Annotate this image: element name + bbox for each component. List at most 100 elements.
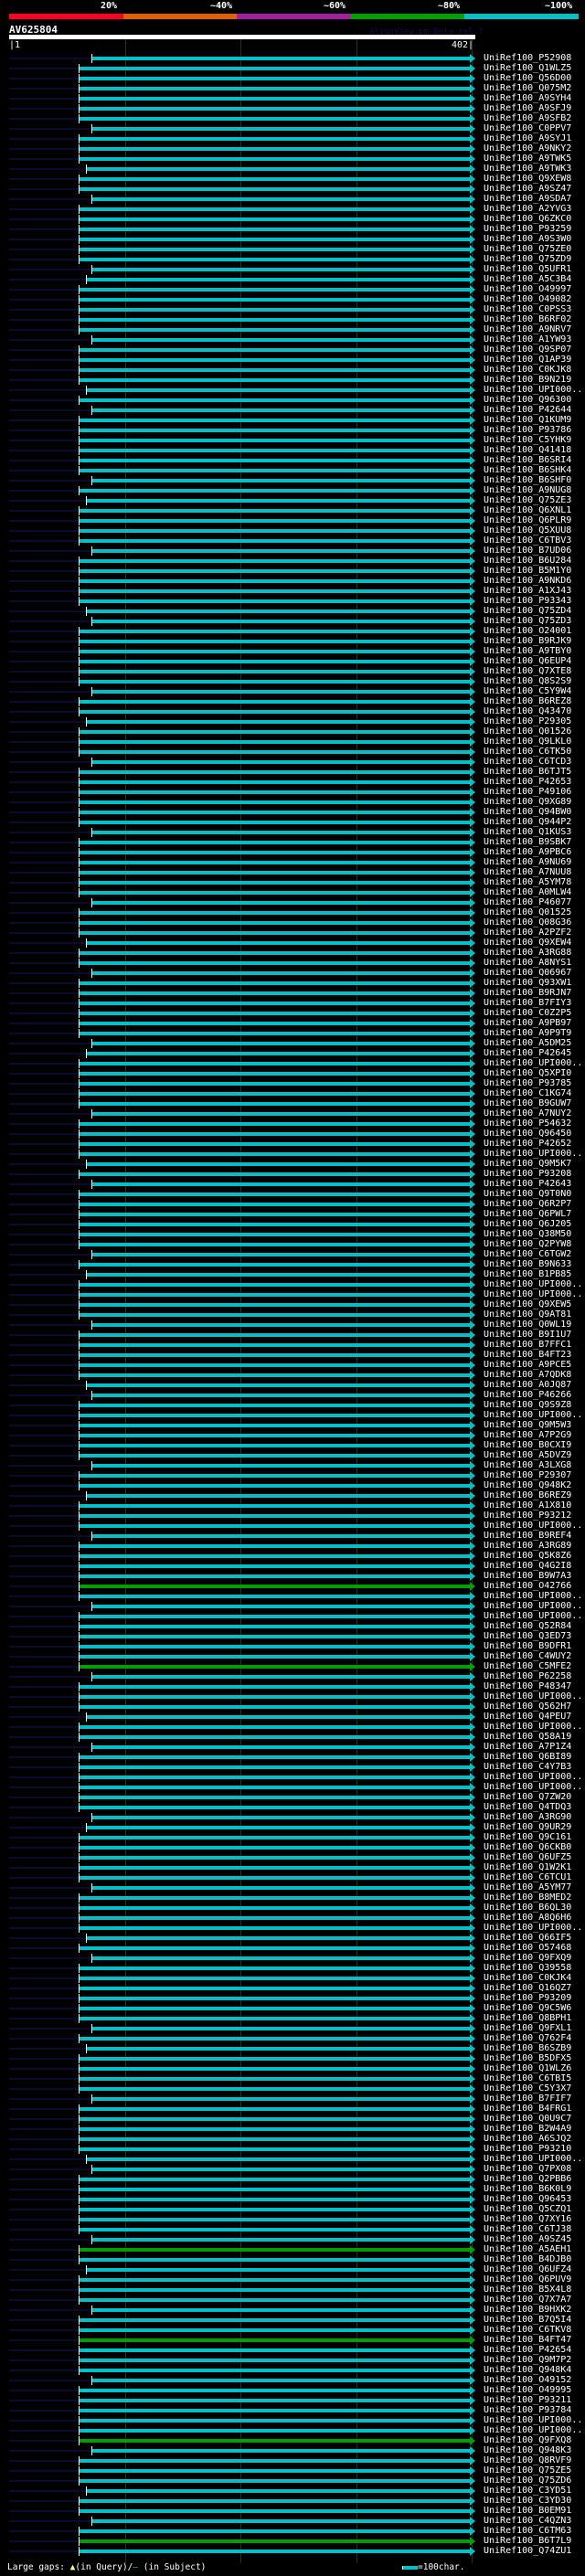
hit-bar[interactable] bbox=[86, 2268, 470, 2272]
alignment-row[interactable]: UniRef100_Q1W2K1 bbox=[0, 1862, 585, 1873]
alignment-row[interactable]: UniRef100_B9I1U7 bbox=[0, 1330, 585, 1341]
hit-bar[interactable] bbox=[79, 2198, 470, 2201]
hit-bar[interactable] bbox=[79, 328, 470, 332]
hit-label[interactable]: UniRef100_B6SHK4 bbox=[484, 465, 572, 475]
hit-label[interactable]: UniRef100_Q8S2S9 bbox=[484, 676, 572, 686]
alignment-row[interactable]: UniRef100_Q5XUU8 bbox=[0, 525, 585, 536]
hit-bar[interactable] bbox=[91, 1112, 470, 1116]
alignment-row[interactable]: UniRef100_C4Y7B3 bbox=[0, 1762, 585, 1773]
hit-bar[interactable] bbox=[79, 469, 470, 472]
hit-bar[interactable] bbox=[79, 740, 470, 744]
alignment-row[interactable]: UniRef100_Q2PYW8 bbox=[0, 1239, 585, 1250]
hit-label[interactable]: UniRef100_O49995 bbox=[484, 2385, 572, 2395]
alignment-row[interactable]: UniRef100_Q6ZKC0 bbox=[0, 214, 585, 225]
hit-label[interactable]: UniRef100_A9PBC6 bbox=[484, 847, 572, 857]
hit-bar[interactable] bbox=[91, 1745, 470, 1749]
hit-bar[interactable] bbox=[79, 1243, 470, 1246]
alignment-row[interactable]: UniRef100_Q93XW1 bbox=[0, 978, 585, 989]
hit-label[interactable]: UniRef100_Q1KUS3 bbox=[484, 827, 572, 837]
hit-bar[interactable] bbox=[86, 1162, 470, 1166]
hit-bar[interactable] bbox=[79, 1122, 470, 1126]
alignment-row[interactable]: UniRef100_Q5K8Z6 bbox=[0, 1551, 585, 1562]
hit-bar[interactable] bbox=[79, 358, 470, 362]
hit-label[interactable]: UniRef100_Q562H7 bbox=[484, 1701, 572, 1712]
hit-label[interactable]: UniRef100_P54632 bbox=[484, 1118, 572, 1129]
alignment-row[interactable]: UniRef100_A5YM78 bbox=[0, 877, 585, 888]
alignment-row[interactable]: UniRef100_Q7XY16 bbox=[0, 2214, 585, 2225]
alignment-row[interactable]: UniRef100_Q7PX08 bbox=[0, 2164, 585, 2175]
hit-bar[interactable] bbox=[86, 499, 470, 503]
hit-bar[interactable] bbox=[79, 107, 470, 111]
alignment-row[interactable]: UniRef100_C3YD51 bbox=[0, 2486, 585, 2496]
hit-bar[interactable] bbox=[79, 1062, 470, 1065]
hit-bar[interactable] bbox=[79, 2258, 470, 2262]
alignment-row[interactable]: UniRef100_A5YM77 bbox=[0, 1882, 585, 1893]
hit-label[interactable]: UniRef100_O57468 bbox=[484, 1943, 572, 1953]
alignment-row[interactable]: UniRef100_Q6PUV9 bbox=[0, 2274, 585, 2285]
hit-label[interactable]: UniRef100_Q96300 bbox=[484, 395, 572, 405]
hit-bar[interactable] bbox=[79, 1213, 470, 1216]
alignment-row[interactable]: UniRef100_Q9C161 bbox=[0, 1832, 585, 1843]
alignment-row[interactable]: UniRef100_A9TWK3 bbox=[0, 164, 585, 175]
hit-bar[interactable] bbox=[79, 1665, 470, 1669]
alignment-row[interactable]: UniRef100_P62258 bbox=[0, 1671, 585, 1682]
hit-bar[interactable] bbox=[79, 1313, 470, 1317]
hit-bar[interactable] bbox=[86, 941, 470, 945]
alignment-row[interactable]: UniRef100_Q6UFZ5 bbox=[0, 1852, 585, 1863]
alignment-row[interactable]: UniRef100_C5MFE2 bbox=[0, 1661, 585, 1672]
alignment-row[interactable]: UniRef100_P42644 bbox=[0, 405, 585, 416]
hit-bar[interactable] bbox=[79, 1082, 470, 1086]
hit-bar[interactable] bbox=[79, 67, 470, 70]
alignment-row[interactable]: UniRef100_Q6BI89 bbox=[0, 1752, 585, 1763]
alignment-row[interactable]: UniRef100_P93343 bbox=[0, 596, 585, 607]
hit-label[interactable]: UniRef100_A5DVZ9 bbox=[484, 1450, 572, 1460]
alignment-row[interactable]: UniRef100_Q9XEW4 bbox=[0, 938, 585, 949]
alignment-row[interactable]: UniRef100_UPI000.. bbox=[0, 1591, 585, 1602]
hit-bar[interactable] bbox=[79, 419, 470, 422]
alignment-row[interactable]: UniRef100_A7P2G9 bbox=[0, 1430, 585, 1441]
hit-label[interactable]: UniRef100_Q075M2 bbox=[484, 83, 572, 93]
hit-bar[interactable] bbox=[79, 1946, 470, 1950]
hit-bar[interactable] bbox=[79, 861, 470, 864]
alignment-row[interactable]: UniRef100_Q75ZE5 bbox=[0, 2465, 585, 2476]
hit-bar[interactable] bbox=[79, 931, 470, 935]
alignment-row[interactable]: UniRef100_A9TBY0 bbox=[0, 646, 585, 657]
hit-bar[interactable] bbox=[79, 2328, 470, 2332]
alignment-row[interactable]: UniRef100_A9NKD6 bbox=[0, 576, 585, 587]
hit-label[interactable]: UniRef100_B1PB85 bbox=[484, 1269, 572, 1279]
hit-label[interactable]: UniRef100_P29305 bbox=[484, 716, 572, 726]
hit-label[interactable]: UniRef100_Q94BW0 bbox=[484, 807, 572, 817]
alignment-row[interactable]: UniRef100_Q1AP39 bbox=[0, 355, 585, 366]
alignment-row[interactable]: UniRef100_P54632 bbox=[0, 1118, 585, 1129]
hit-label[interactable]: UniRef100_C0KJK4 bbox=[484, 1973, 572, 1983]
hit-bar[interactable] bbox=[79, 2499, 470, 2503]
hit-label[interactable]: UniRef100_Q75ZE5 bbox=[484, 2465, 572, 2475]
hit-label[interactable]: UniRef100_B5X4L8 bbox=[484, 2284, 572, 2295]
hit-bar[interactable] bbox=[79, 1776, 470, 1779]
hit-bar[interactable] bbox=[79, 1595, 470, 1598]
hit-label[interactable]: UniRef100_O24001 bbox=[484, 626, 572, 636]
hit-label[interactable]: UniRef100_P42645 bbox=[484, 1048, 572, 1058]
alignment-row[interactable]: UniRef100_UPI000.. bbox=[0, 2415, 585, 2426]
alignment-row[interactable]: UniRef100_P49106 bbox=[0, 787, 585, 798]
hit-label[interactable]: UniRef100_B7FFC1 bbox=[484, 1340, 572, 1350]
alignment-row[interactable]: UniRef100_Q01525 bbox=[0, 907, 585, 918]
hit-label[interactable]: UniRef100_Q6PWL7 bbox=[484, 1209, 572, 1219]
hit-label[interactable]: UniRef100_Q948K2 bbox=[484, 1480, 572, 1490]
hit-label[interactable]: UniRef100_Q6J205 bbox=[484, 1219, 572, 1229]
hit-label[interactable]: UniRef100_Q9XEW8 bbox=[484, 174, 572, 184]
hit-bar[interactable] bbox=[79, 1484, 470, 1488]
alignment-row[interactable]: UniRef100_C6TM63 bbox=[0, 2526, 585, 2537]
hit-bar[interactable] bbox=[91, 197, 470, 201]
alignment-row[interactable]: UniRef100_A2YVG3 bbox=[0, 204, 585, 215]
alignment-row[interactable]: UniRef100_B6SHK4 bbox=[0, 465, 585, 476]
hit-bar[interactable] bbox=[79, 1916, 470, 1920]
hit-label[interactable]: UniRef100_Q9XEW4 bbox=[484, 938, 572, 948]
hit-bar[interactable] bbox=[91, 2168, 470, 2171]
hit-bar[interactable] bbox=[79, 1585, 470, 1588]
hit-bar[interactable] bbox=[79, 137, 470, 141]
alignment-row[interactable]: UniRef100_O57468 bbox=[0, 1943, 585, 1954]
hit-bar[interactable] bbox=[91, 690, 470, 694]
hit-bar[interactable] bbox=[86, 167, 470, 171]
hit-label[interactable]: UniRef100_Q3ED73 bbox=[484, 1631, 572, 1641]
